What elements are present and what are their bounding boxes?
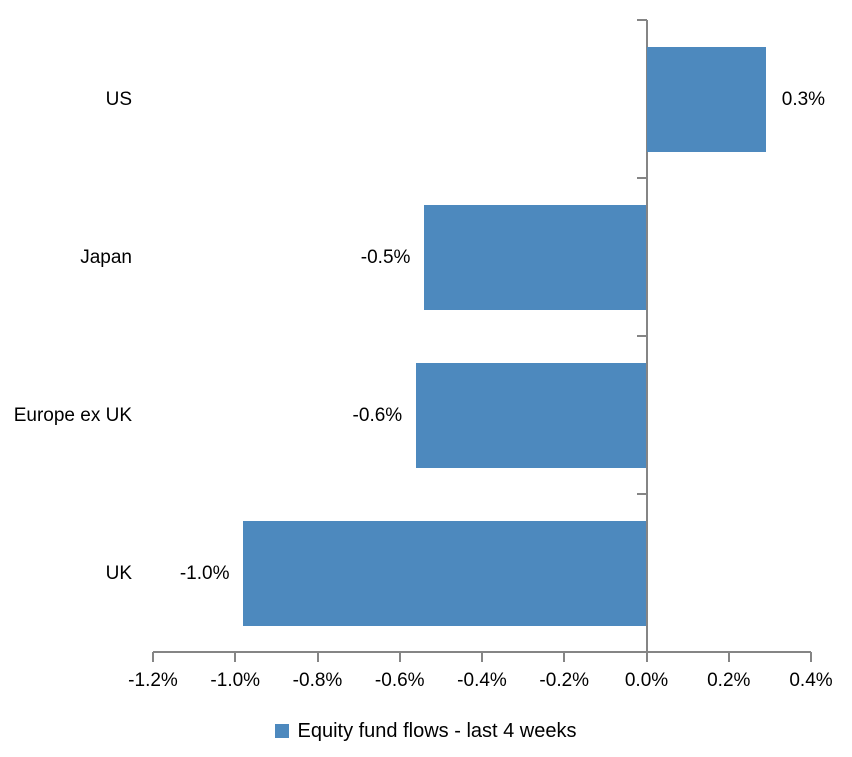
x-axis-tick — [481, 652, 483, 662]
category-boundary-tick — [636, 493, 647, 495]
category-label-uk: UK — [105, 562, 132, 584]
legend: Equity fund flows - last 4 weeks — [0, 718, 852, 744]
category-boundary-tick — [636, 335, 647, 337]
x-tick-label: -1.0% — [210, 670, 261, 691]
value-label-japan: -0.5% — [360, 246, 411, 268]
category-label-europe-ex-uk: Europe ex UK — [13, 404, 132, 426]
x-tick-label: 0.4% — [789, 670, 833, 691]
value-label-europe-ex-uk: -0.6% — [352, 404, 403, 426]
value-label-us: 0.3% — [781, 88, 826, 110]
bar-uk — [243, 520, 647, 626]
x-tick-label: -1.2% — [128, 670, 178, 691]
bar-us — [646, 46, 766, 152]
x-axis-tick — [563, 652, 566, 662]
category-label-japan: Japan — [80, 246, 132, 268]
x-axis-tick — [645, 652, 648, 662]
x-axis-tick — [398, 652, 401, 662]
x-tick-label: 0.2% — [707, 670, 751, 691]
x-axis-tick — [152, 652, 154, 662]
bar-japan — [424, 204, 647, 310]
x-tick-label: 0.0% — [624, 670, 669, 691]
category-label-us: US — [105, 88, 132, 110]
x-tick-label: -0.6% — [374, 670, 425, 691]
category-boundary-tick — [636, 19, 647, 21]
x-tick-label: -0.4% — [457, 670, 507, 691]
value-label-uk: -1.0% — [179, 562, 230, 584]
x-tick-label: -0.8% — [292, 670, 343, 691]
x-axis-tick — [810, 652, 812, 662]
x-tick-label: -0.2% — [539, 670, 590, 691]
legend-label: Equity fund flows - last 4 weeks — [297, 720, 577, 742]
bar-europe-ex-uk — [416, 362, 647, 468]
x-axis-tick — [316, 652, 319, 662]
x-axis-tick — [234, 652, 237, 662]
y-axis-zero-line — [645, 20, 648, 653]
category-boundary-tick — [636, 177, 647, 179]
x-axis-tick — [727, 652, 730, 662]
legend-square-icon — [275, 724, 290, 738]
